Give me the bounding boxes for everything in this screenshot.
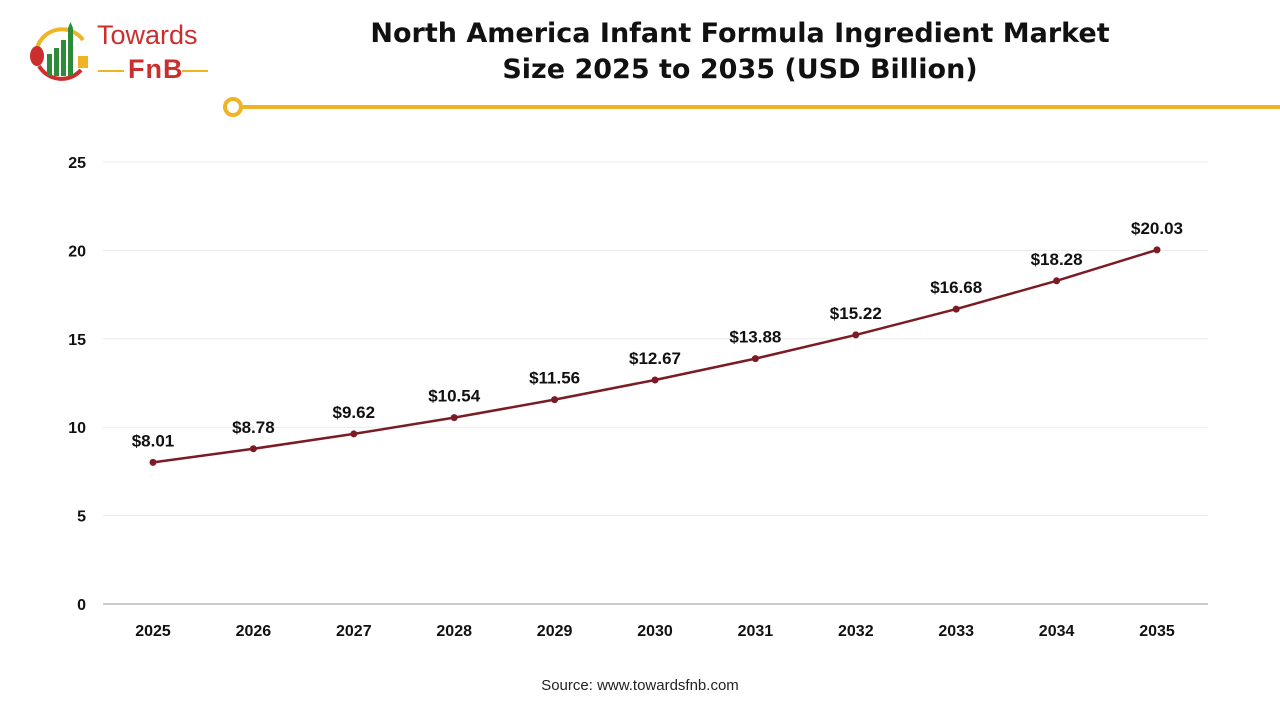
data-label: $20.03: [1131, 219, 1183, 238]
data-label: $13.88: [729, 328, 781, 347]
data-label: $12.67: [629, 349, 681, 368]
x-tick-label: 2028: [436, 623, 472, 640]
data-point: [1053, 277, 1061, 285]
x-tick-label: 2033: [938, 623, 974, 640]
data-label: $16.68: [930, 278, 982, 297]
x-tick-label: 2027: [336, 623, 372, 640]
y-tick-label: 10: [68, 420, 86, 437]
logo-text-fnb: FnB: [128, 54, 184, 84]
data-label: $15.22: [830, 304, 882, 323]
data-point: [952, 305, 960, 313]
data-point: [149, 458, 157, 466]
x-tick-label: 2029: [537, 623, 573, 640]
y-tick-label: 25: [68, 155, 86, 172]
x-tick-label: 2035: [1139, 623, 1175, 640]
logo-text-towards: Towards: [97, 20, 198, 50]
x-tick-label: 2032: [838, 623, 874, 640]
logo-icon: [30, 22, 88, 81]
data-label: $18.28: [1031, 250, 1083, 269]
accent-circle: [223, 97, 243, 117]
data-label: $8.01: [132, 431, 175, 450]
title-line-2: Size 2025 to 2035 (USD Billion): [502, 54, 978, 85]
x-tick-label: 2031: [738, 623, 774, 640]
chart-title: North America Infant Formula Ingredient …: [330, 16, 1150, 88]
logo: Towards FnB: [25, 18, 225, 88]
title-line-1: North America Infant Formula Ingredient …: [370, 18, 1110, 49]
x-tick-label: 2034: [1039, 623, 1075, 640]
data-point: [350, 430, 358, 438]
source-note: Source: www.towardsfnb.com: [541, 677, 739, 694]
data-point: [249, 445, 257, 453]
data-point: [551, 396, 559, 404]
data-label: $9.62: [333, 403, 376, 422]
data-label: $8.78: [232, 418, 275, 437]
x-tick-label: 2030: [637, 623, 673, 640]
data-label: $10.54: [428, 387, 481, 406]
data-point: [751, 355, 759, 363]
logo-divider-right: [182, 70, 208, 72]
data-point: [651, 376, 659, 384]
x-tick-label: 2025: [135, 623, 171, 640]
y-tick-label: 0: [77, 597, 86, 614]
data-point: [450, 414, 458, 422]
data-label: $11.56: [529, 369, 580, 388]
logo-divider-left: [98, 70, 124, 72]
x-tick-label: 2026: [236, 623, 272, 640]
data-point: [1153, 246, 1161, 254]
y-tick-label: 15: [68, 332, 86, 349]
y-tick-label: 20: [68, 243, 86, 260]
data-point: [852, 331, 860, 339]
y-tick-label: 5: [77, 509, 86, 526]
